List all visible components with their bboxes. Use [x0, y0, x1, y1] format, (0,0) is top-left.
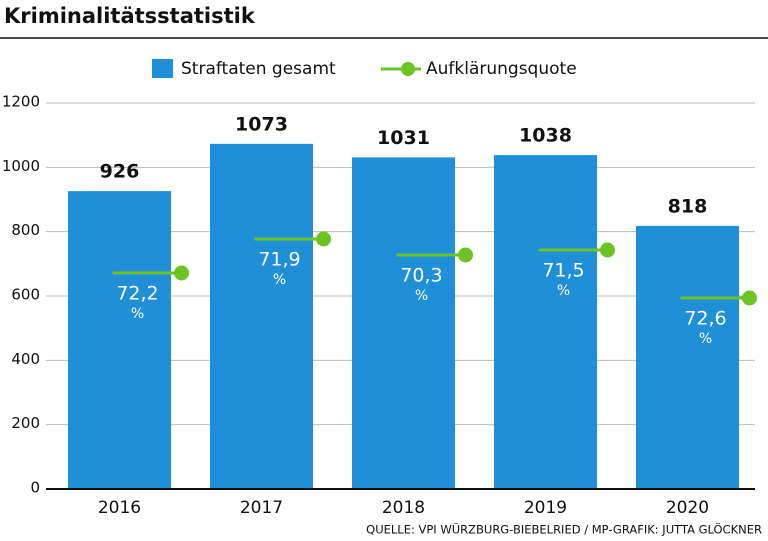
bar [494, 155, 597, 490]
chart-title: Kriminalitätsstatistik [4, 4, 256, 28]
source: QUELLE: VPI WÜRZBURG-BIEBELRIED / MP-GRA… [366, 521, 762, 537]
value-label: 1038 [519, 125, 572, 147]
x-tick-label: 2016 [98, 498, 141, 518]
quote-marker [174, 265, 189, 281]
y-tick-label: 600 [11, 286, 40, 304]
value-label: 818 [668, 195, 708, 217]
legend-swatch [152, 59, 173, 78]
y-tick-label: 800 [11, 221, 40, 239]
quote-label: 71,9 [258, 249, 300, 271]
y-tick-label: 0 [30, 479, 40, 497]
legend-label: Aufklärungsquote [426, 59, 577, 79]
quote-unit: % [273, 272, 286, 288]
legend-dot [401, 62, 415, 76]
quote-unit: % [699, 331, 712, 347]
x-tick-label: 2019 [524, 498, 567, 518]
quote-marker [316, 231, 331, 247]
x-tick-label: 2018 [382, 498, 425, 518]
quote-unit: % [415, 288, 428, 304]
y-tick-label: 1200 [2, 93, 40, 111]
quote-marker [742, 290, 757, 306]
quote-marker [458, 247, 473, 263]
quote-label: 72,2 [116, 283, 158, 305]
bar [636, 225, 739, 490]
quote-unit: % [131, 306, 144, 322]
bar [210, 143, 313, 489]
y-tick-label: 200 [11, 414, 40, 432]
x-tick-label: 2017 [240, 498, 283, 518]
quote-marker [600, 242, 615, 258]
y-tick-label: 400 [11, 350, 40, 368]
legend-label: Straftaten gesamt [181, 59, 336, 79]
quote-label: 70,3 [400, 265, 442, 287]
quote-label: 71,5 [542, 260, 584, 282]
quote-unit: % [557, 283, 570, 299]
value-label: 1073 [235, 113, 288, 135]
y-tick-label: 1000 [2, 157, 40, 175]
x-tick-label: 2020 [666, 498, 709, 518]
bar [352, 157, 455, 489]
value-label: 926 [100, 161, 140, 183]
quote-label: 72,6 [684, 308, 726, 330]
value-label: 1031 [377, 127, 430, 149]
bar [68, 191, 171, 490]
